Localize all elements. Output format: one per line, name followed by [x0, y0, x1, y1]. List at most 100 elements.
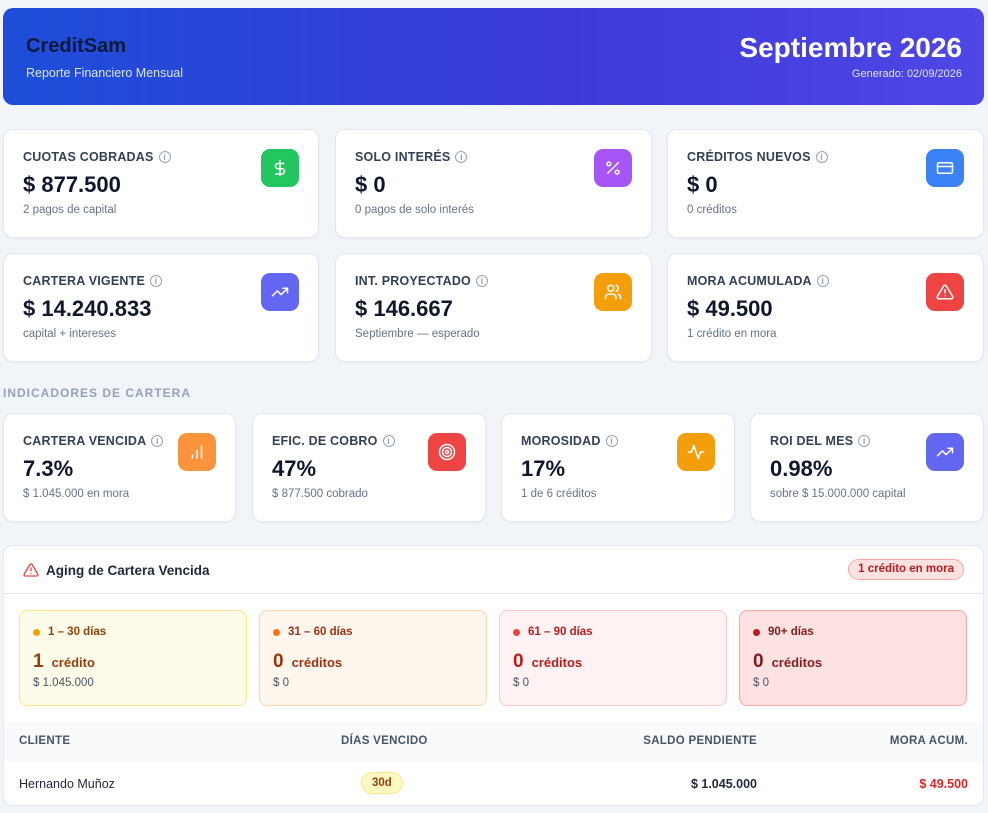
indicator-value: 7.3%	[23, 456, 74, 481]
generated-date: Generado: 02/09/2026	[851, 68, 962, 80]
aging-table-header: CLIENTE DÍAS VENCIDO SALDO PENDIENTE MOR…	[4, 722, 983, 762]
aging-bucket-31-60: 31 – 60 días 0 créditos $ 0	[259, 610, 487, 706]
kpi-subtext: 0 créditos	[687, 204, 737, 216]
indicator-value: 47%	[272, 456, 317, 481]
info-icon[interactable]: i	[605, 435, 618, 447]
bar-chart-icon	[178, 433, 216, 471]
kpi-card-mora-acumulada: MORA ACUMULADA i $ 49.500 1 crédito en mo…	[667, 253, 984, 362]
column-header-mora-acum[interactable]: MORA ACUM.	[889, 735, 968, 747]
kpi-label: CUOTAS COBRADAS	[23, 150, 154, 164]
column-header-cliente[interactable]: CLIENTE	[19, 735, 71, 747]
indicator-value: 17%	[521, 456, 566, 481]
mora-count-badge: 1 crédito en mora	[848, 559, 964, 580]
indicator-subtext: $ 1.045.000 en mora	[23, 488, 130, 500]
indicator-label: MOROSIDAD	[521, 434, 601, 448]
target-icon	[428, 433, 466, 471]
info-icon[interactable]: i	[475, 275, 488, 287]
bucket-amount: $ 0	[273, 677, 289, 689]
alert-triangle-icon	[23, 562, 39, 578]
activity-icon	[677, 433, 715, 471]
kpi-card-creditos-nuevos: CRÉDITOS NUEVOS i $ 0 0 créditos	[667, 129, 984, 238]
aging-header: Aging de Cartera Vencida 1 crédito en mo…	[4, 546, 983, 594]
kpi-value: $ 0	[687, 172, 718, 197]
info-icon[interactable]: i	[455, 151, 468, 163]
cell-client: Hernando Muñoz	[19, 777, 115, 791]
dollar-icon	[261, 149, 299, 187]
indicator-subtext: sobre $ 15.000.000 capital	[770, 488, 906, 500]
bucket-label: 1 – 30 días	[48, 626, 107, 638]
kpi-label: CRÉDITOS NUEVOS	[687, 150, 811, 164]
kpi-label: MORA ACUMULADA	[687, 274, 812, 288]
indicator-value: 0.98%	[770, 456, 833, 481]
credit-card-icon	[926, 149, 964, 187]
info-icon[interactable]: i	[158, 151, 171, 163]
trending-up-icon	[261, 273, 299, 311]
aging-panel: Aging de Cartera Vencida 1 crédito en mo…	[3, 545, 984, 806]
indicator-card-roi-mes: ROI DEL MES i 0.98% sobre $ 15.000.000 ca…	[750, 413, 984, 522]
bucket-amount: $ 1.045.000	[33, 677, 94, 689]
kpi-subtext: 1 crédito en mora	[687, 328, 777, 340]
cell-balance: $ 1.045.000	[690, 777, 757, 791]
kpi-value: $ 0	[355, 172, 386, 197]
aging-title: Aging de Cartera Vencida	[46, 563, 210, 578]
info-icon[interactable]: i	[816, 275, 829, 287]
bucket-count: 0	[753, 651, 764, 672]
bucket-label: 61 – 90 días	[528, 626, 593, 638]
indicator-card-cartera-vencida: CARTERA VENCIDA i 7.3% $ 1.045.000 en mor…	[3, 413, 236, 522]
kpi-label: SOLO INTERÉS	[355, 150, 451, 164]
kpi-card-solo-interes: SOLO INTERÉS i $ 0 0 pagos de solo interé…	[335, 129, 652, 238]
aging-bucket-90-plus: 90+ días 0 créditos $ 0	[739, 610, 967, 706]
kpi-label: INT. PROYECTADO	[355, 274, 471, 288]
kpi-subtext: Septiembre — esperado	[355, 328, 480, 340]
bucket-unit: créditos	[291, 655, 343, 670]
bucket-dot	[753, 628, 760, 636]
table-row[interactable]: Hernando Muñoz 30d $ 1.045.000 $ 49.500	[4, 762, 983, 805]
indicator-label: CARTERA VENCIDA	[23, 434, 147, 448]
report-header: CreditSam Reporte Financiero Mensual Sep…	[3, 8, 984, 105]
bucket-label: 31 – 60 días	[288, 626, 353, 638]
indicator-subtext: 1 de 6 créditos	[521, 488, 597, 500]
indicator-label: EFIC. DE COBRO	[272, 434, 378, 448]
info-icon[interactable]: i	[858, 435, 871, 447]
kpi-label: CARTERA VIGENTE	[23, 274, 145, 288]
kpi-card-cartera-vigente: CARTERA VIGENTE i $ 14.240.833 capital + …	[3, 253, 319, 362]
bucket-dot	[273, 628, 280, 636]
kpi-value: $ 14.240.833	[23, 296, 152, 321]
bucket-dot	[513, 628, 520, 636]
bucket-label: 90+ días	[768, 626, 814, 638]
info-icon[interactable]: i	[382, 435, 395, 447]
bucket-unit: créditos	[531, 655, 583, 670]
alert-triangle-icon	[926, 273, 964, 311]
section-title-indicadores: INDICADORES DE CARTERA	[3, 386, 192, 400]
kpi-subtext: 2 pagos de capital	[23, 204, 117, 216]
info-icon[interactable]: i	[815, 151, 828, 163]
kpi-value: $ 877.500	[23, 172, 121, 197]
days-overdue-pill: 30d	[361, 772, 403, 794]
indicator-card-morosidad: MOROSIDAD i 17% 1 de 6 créditos	[501, 413, 735, 522]
info-icon[interactable]: i	[150, 275, 162, 287]
column-header-saldo-pendiente[interactable]: SALDO PENDIENTE	[643, 735, 757, 747]
bucket-unit: crédito	[51, 655, 95, 670]
bucket-amount: $ 0	[513, 677, 529, 689]
brand-name: CreditSam	[26, 35, 127, 57]
bucket-count: 0	[273, 651, 284, 672]
bucket-unit: créditos	[771, 655, 823, 670]
indicator-label: ROI DEL MES	[770, 434, 854, 448]
trending-up-icon	[926, 433, 964, 471]
column-header-dias-vencido[interactable]: DÍAS VENCIDO	[341, 735, 428, 747]
info-icon[interactable]: i	[151, 435, 164, 447]
kpi-card-cuotas-cobradas: CUOTAS COBRADAS i $ 877.500 2 pagos de ca…	[3, 129, 319, 238]
aging-bucket-61-90: 61 – 90 días 0 créditos $ 0	[499, 610, 727, 706]
kpi-value: $ 146.667	[355, 296, 453, 321]
report-subtitle: Reporte Financiero Mensual	[26, 66, 184, 80]
report-period: Septiembre 2026	[739, 32, 962, 63]
kpi-value: $ 49.500	[687, 296, 773, 321]
aging-bucket-1-30: 1 – 30 días 1 crédito $ 1.045.000	[19, 610, 247, 706]
bucket-dot	[33, 628, 40, 636]
cell-mora: $ 49.500	[919, 777, 968, 791]
bucket-amount: $ 0	[753, 677, 769, 689]
kpi-subtext: capital + intereses	[23, 328, 117, 340]
bucket-count: 0	[513, 651, 524, 672]
bucket-count: 1	[33, 651, 44, 672]
indicator-card-efic-cobro: EFIC. DE COBRO i 47% $ 877.500 cobrado	[252, 413, 486, 522]
